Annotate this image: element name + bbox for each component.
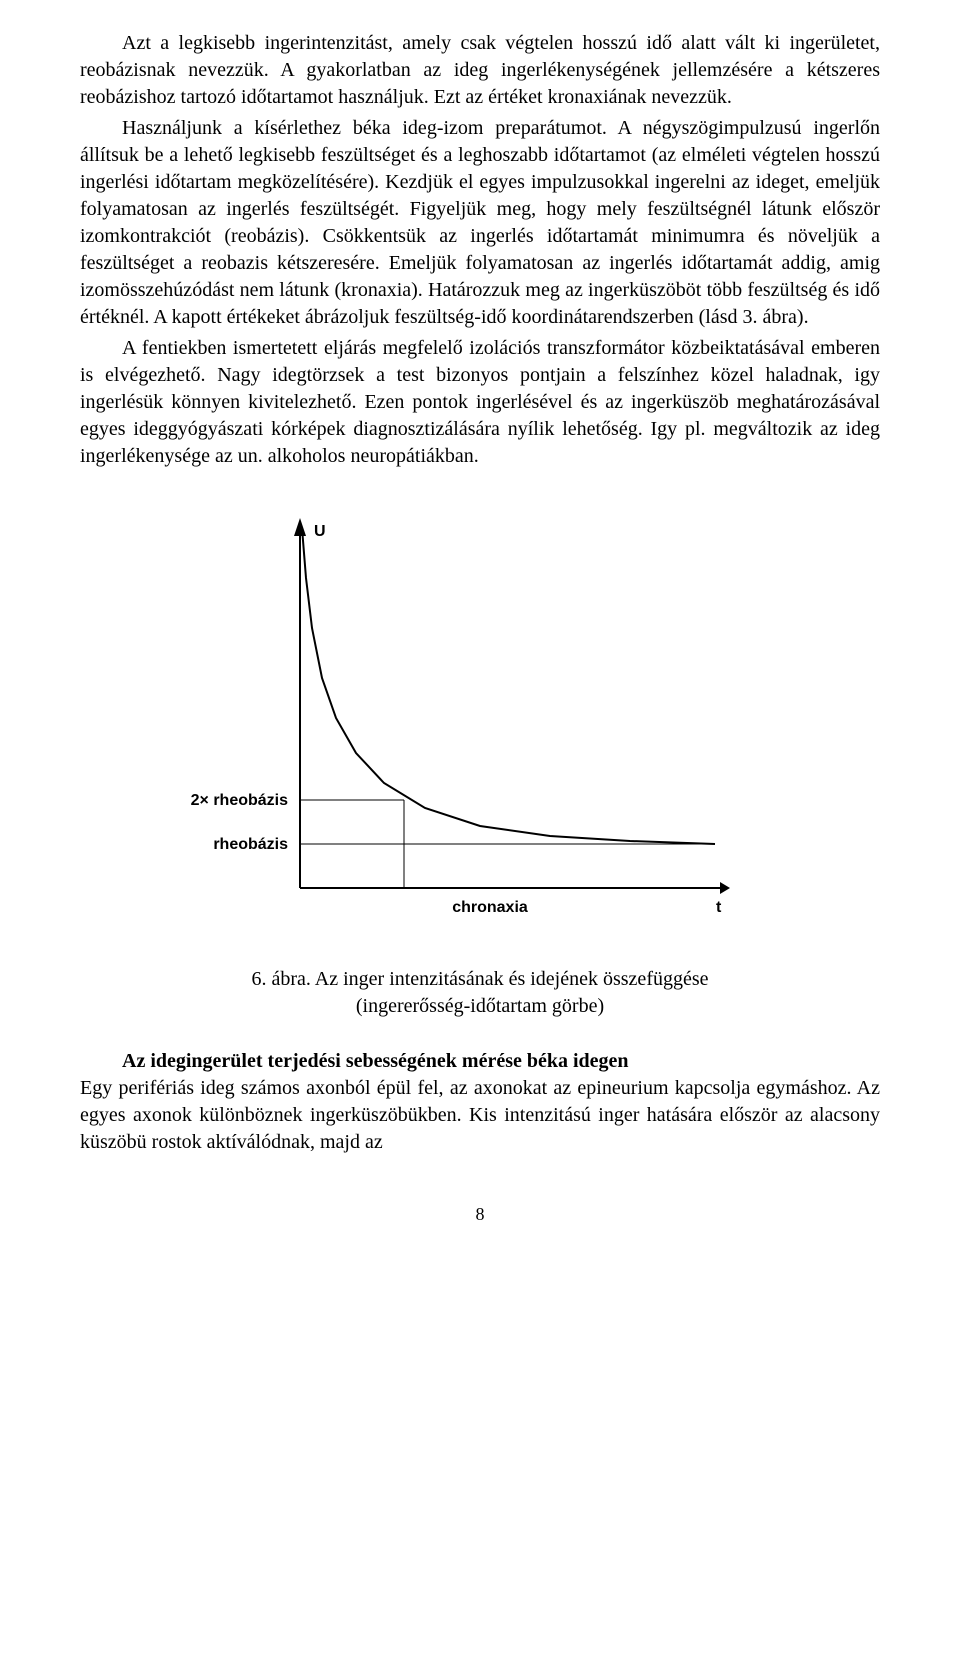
svg-text:t: t xyxy=(716,899,722,916)
paragraph-2-text: Használjunk a kísérlethez béka ideg-izom… xyxy=(80,117,880,328)
svg-text:U: U xyxy=(314,523,326,540)
section-body: Egy perifériás ideg számos axonból épül … xyxy=(80,1077,880,1153)
figure-container: Ut 2× rheobázis rheobázis chronaxia xyxy=(80,498,880,958)
paragraph-3: A fentiekben ismertetett eljárás megfele… xyxy=(80,335,880,470)
svg-text:chronaxia: chronaxia xyxy=(452,899,528,916)
svg-text:rheobázis: rheobázis xyxy=(213,836,288,853)
paragraph-1-text: Azt a legkisebb ingerintenzitást, amely … xyxy=(80,32,880,108)
svg-text:2× rheobázis: 2× rheobázis xyxy=(191,792,288,809)
page: Azt a legkisebb ingerintenzitást, amely … xyxy=(0,0,960,1265)
paragraph-1: Azt a legkisebb ingerintenzitást, amely … xyxy=(80,30,880,111)
section-block: Az idegingerület terjedési sebességének … xyxy=(80,1048,880,1156)
figure-caption: 6. ábra. Az inger intenzitásának és idej… xyxy=(80,966,880,1020)
figure-caption-line1: 6. ábra. Az inger intenzitásának és idej… xyxy=(251,968,708,990)
page-number: 8 xyxy=(80,1204,880,1225)
section-title: Az idegingerület terjedési sebességének … xyxy=(122,1050,629,1072)
strength-duration-chart: Ut 2× rheobázis rheobázis chronaxia xyxy=(150,498,750,958)
figure-caption-line2: (ingererősség-időtartam görbe) xyxy=(356,995,604,1017)
paragraph-3-text: A fentiekben ismertetett eljárás megfele… xyxy=(80,337,880,467)
paragraph-2: Használjunk a kísérlethez béka ideg-izom… xyxy=(80,115,880,331)
